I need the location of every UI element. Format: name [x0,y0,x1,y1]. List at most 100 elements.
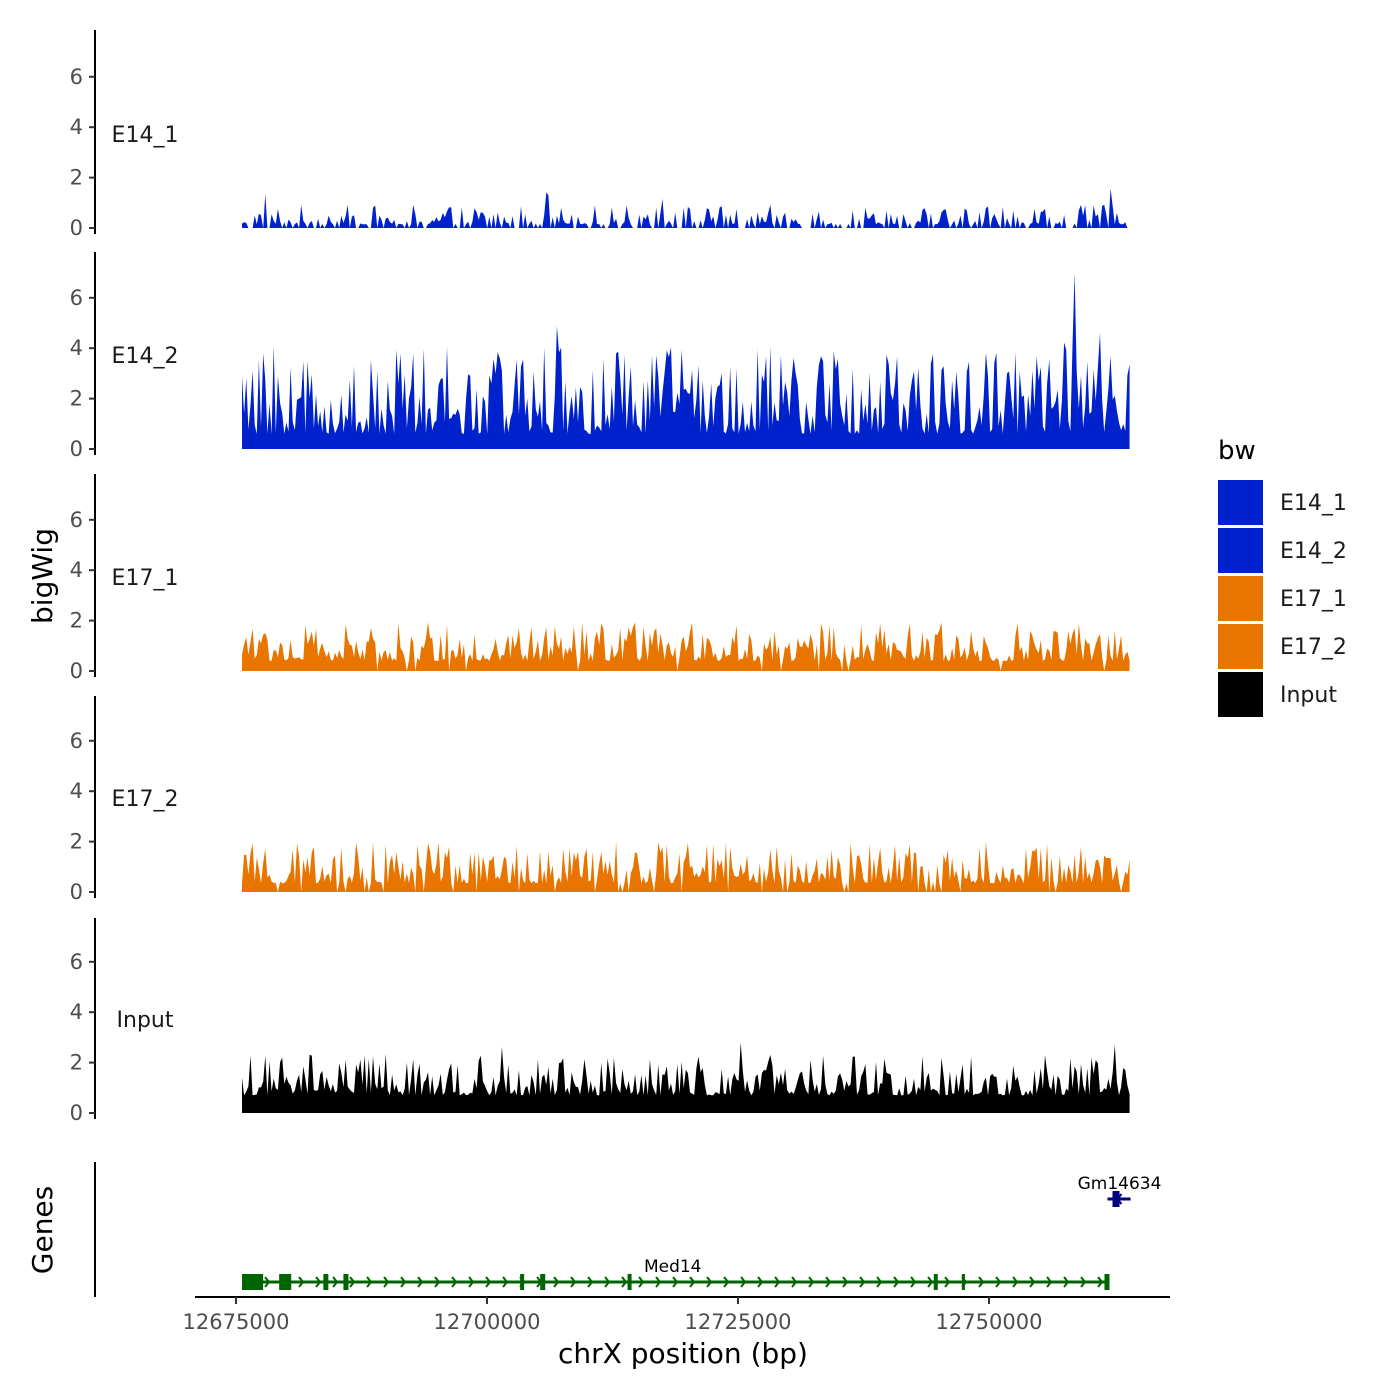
strand-arrow [400,1276,407,1288]
strand-arrow [1012,1276,1019,1288]
strand-arrow [553,1276,560,1288]
gene-label: Gm14634 [1078,1174,1162,1194]
strand-arrow [910,1276,917,1288]
strand-arrow [655,1276,662,1288]
strand-arrow [587,1276,594,1288]
legend-title: bw [1218,436,1256,466]
legend-swatch [1218,672,1263,717]
y-tick-label: 2 [70,609,83,633]
exon [540,1274,546,1290]
exon [242,1274,264,1290]
strand-arrow [791,1276,798,1288]
y-tick-label: 6 [70,286,83,310]
track-label: E14_1 [112,123,179,148]
exon [279,1274,292,1290]
exon [1104,1274,1110,1290]
y-tick-label: 2 [70,166,83,190]
strand-arrow [689,1276,696,1288]
gene-label: Med14 [644,1257,702,1277]
strand-arrow [723,1276,730,1288]
strand-arrow [757,1276,764,1288]
coverage-area-E14_1 [242,188,1130,228]
strand-arrow [434,1276,441,1288]
track-label: E14_2 [112,344,179,369]
exon [961,1274,965,1290]
track-E14_2: 0 2 4 6 E14_2 [70,252,1130,461]
legend-label: E14_1 [1280,491,1347,516]
y-tick-label: 6 [70,729,83,753]
legend-label: Input [1280,683,1337,708]
strand-arrow [774,1276,781,1288]
legend: bw E14_1 E14_2 E17_1 E17_2 Input [1218,436,1347,717]
exon [1112,1191,1120,1207]
x-tick-label: 12725000 [685,1310,792,1334]
track-label: E17_2 [112,787,179,812]
strand-arrow [808,1276,815,1288]
y-tick-label: 2 [70,830,83,854]
strand-arrow [927,1276,934,1288]
x-tick-label: 12700000 [434,1310,541,1334]
strand-arrow [876,1276,883,1288]
strand-arrow [604,1276,611,1288]
coverage-area-E14_2 [242,272,1130,449]
strand-arrow [621,1276,628,1288]
y-tick-label: 2 [70,1051,83,1075]
genes-axis-title: Genes [26,1186,59,1274]
strand-arrow [944,1276,951,1288]
track-E14_1: 0 2 4 6 E14_1 [70,30,1130,240]
strand-arrow [740,1276,747,1288]
legend-swatch [1218,480,1263,525]
exon [933,1274,938,1290]
y-axis-title: bigWig [26,528,59,624]
legend-label: E14_2 [1280,539,1347,564]
strand-arrow [1046,1276,1053,1288]
legend-label: E17_2 [1280,635,1347,660]
strand-arrow [706,1276,713,1288]
strand-arrow [825,1276,832,1288]
y-tick-label: 2 [70,387,83,411]
strand-arrow [417,1276,424,1288]
legend-swatch [1218,528,1263,573]
signal-tracks: 0 2 4 6 E14_1 0 2 4 6 E14_2 0 2 4 6 E17_1 0 2 4 6 E17_2 0 2 4 6… [70,30,1130,1125]
y-tick-label: 0 [70,437,83,461]
legend-label: E17_1 [1280,587,1347,612]
strand-arrow [1063,1276,1070,1288]
exon [627,1274,632,1290]
y-tick-label: 0 [70,659,83,683]
strand-arrow [893,1276,900,1288]
x-axis-title: chrX position (bp) [558,1337,808,1370]
track-E17_2: 0 2 4 6 E17_2 [70,696,1130,904]
track-label: E17_1 [112,566,179,591]
gene-Med14: Med14 [242,1257,1110,1290]
legend-swatch [1218,576,1263,621]
y-tick-label: 4 [70,779,83,803]
strand-arrow [366,1276,373,1288]
track-Input: 0 2 4 6 Input [70,918,1130,1125]
strand-arrow [383,1276,390,1288]
strand-arrow [451,1276,458,1288]
strand-arrow [978,1276,985,1288]
strand-arrow [570,1276,577,1288]
y-tick-label: 4 [70,336,83,360]
y-tick-label: 4 [70,1000,83,1024]
gene-track: Med14 Gm14634 [94,1162,1162,1297]
exon [520,1274,525,1290]
y-tick-label: 4 [70,115,83,139]
strand-arrow [1029,1276,1036,1288]
coverage-area-E17_2 [242,841,1130,892]
strand-arrow [468,1276,475,1288]
strand-arrow [1080,1276,1087,1288]
strand-arrow [638,1276,645,1288]
y-tick-label: 0 [70,1101,83,1125]
strand-arrow [502,1276,509,1288]
y-tick-label: 4 [70,558,83,582]
x-axis: 12675000 12700000 12725000 12750000 [183,1296,1170,1334]
strand-arrow [842,1276,849,1288]
y-tick-label: 6 [70,65,83,89]
strand-arrow [859,1276,866,1288]
strand-arrow [1097,1276,1104,1288]
strand-arrow [315,1276,322,1288]
x-tick-label: 12750000 [936,1310,1043,1334]
strand-arrow [485,1276,492,1288]
